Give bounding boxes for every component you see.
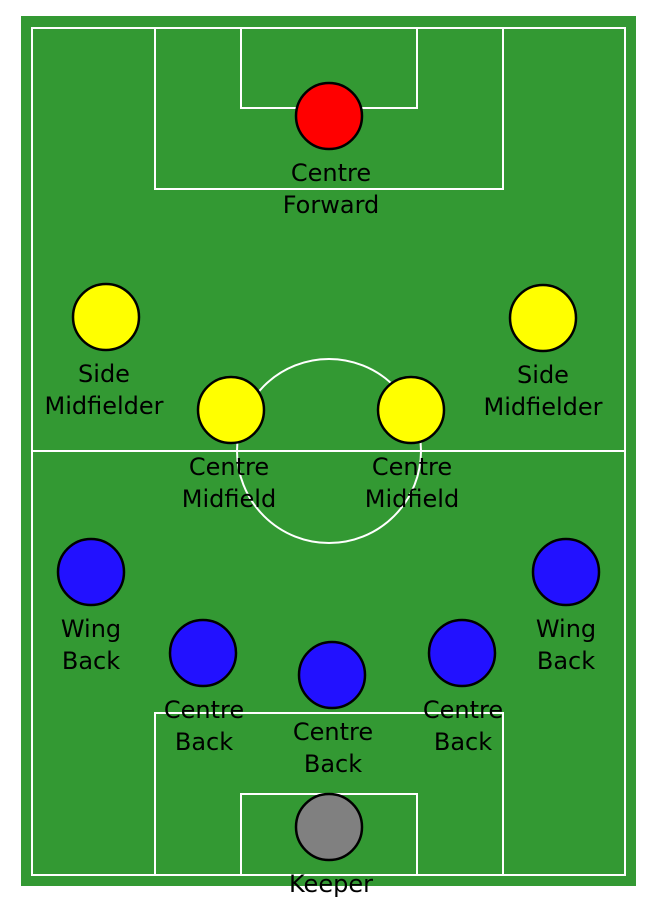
- player-centre-back-middle: Centre Back: [293, 640, 373, 778]
- player-centre-back-right: Centre Back: [423, 618, 503, 756]
- pitch-markings: [31, 27, 626, 876]
- midfielder-marker: [508, 283, 578, 353]
- defender-marker: [427, 618, 497, 688]
- player-label-line: Back: [175, 728, 233, 756]
- player-label-line: Centre: [372, 453, 452, 481]
- player-side-midfielder-left: Side Midfielder: [44, 282, 164, 420]
- player-label-line: Midfield: [365, 485, 459, 513]
- player-wing-back-right: Wing Back: [531, 537, 601, 675]
- centre-circle: [236, 358, 422, 544]
- defender-marker: [297, 640, 367, 710]
- player-centre-forward: Centre Forward: [283, 81, 380, 219]
- player-side-midfielder-right: Side Midfielder: [483, 283, 603, 421]
- player-keeper: Keeper: [289, 792, 373, 898]
- player-label-line: Midfielder: [483, 393, 602, 421]
- player-label-line: Keeper: [289, 870, 373, 898]
- player-centre-back-left: Centre Back: [164, 618, 244, 756]
- player-label-line: Centre: [291, 159, 371, 187]
- player-label-line: Side: [78, 360, 130, 388]
- player-label-line: Forward: [283, 191, 380, 219]
- player-label-line: Back: [304, 750, 362, 778]
- player-centre-midfield-right: Centre Midfield: [365, 375, 459, 513]
- defender-marker: [168, 618, 238, 688]
- keeper-marker: [294, 792, 364, 862]
- player-label-line: Centre: [164, 696, 244, 724]
- player-centre-midfield-left: Centre Midfield: [182, 375, 276, 513]
- player-label-line: Midfielder: [44, 392, 163, 420]
- player-label-line: Back: [62, 647, 120, 675]
- player-label-line: Back: [434, 728, 492, 756]
- midfielder-marker: [71, 282, 141, 352]
- defender-marker: [531, 537, 601, 607]
- player-label-line: Centre: [423, 696, 503, 724]
- defender-marker: [56, 537, 126, 607]
- player-label-line: Centre: [293, 718, 373, 746]
- player-label-line: Centre: [189, 453, 269, 481]
- player-label-line: Wing: [536, 615, 596, 643]
- forward-marker: [294, 81, 364, 151]
- player-label-line: Wing: [61, 615, 121, 643]
- player-label-line: Side: [517, 361, 569, 389]
- players: Centre Forward Side Midfielder Side Midfielde…: [44, 81, 603, 898]
- player-label-line: Midfield: [182, 485, 276, 513]
- player-label-line: Back: [537, 647, 595, 675]
- midfielder-marker: [376, 375, 446, 445]
- midfielder-marker: [196, 375, 266, 445]
- player-wing-back-left: Wing Back: [56, 537, 126, 675]
